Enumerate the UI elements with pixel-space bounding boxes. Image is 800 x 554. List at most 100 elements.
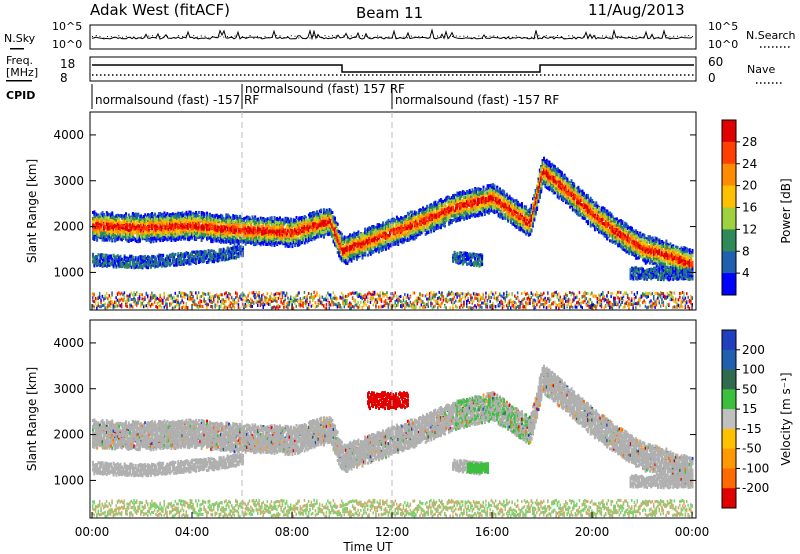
- nsearch-point: [527, 37, 528, 38]
- nsearch-point: [441, 37, 442, 38]
- power-echo: [129, 306, 131, 309]
- nave-tick-bottom: 0: [708, 71, 716, 85]
- power-echo: [115, 300, 117, 303]
- nsearch-point: [178, 35, 179, 36]
- nsearch-point: [583, 36, 584, 37]
- power-echo: [118, 291, 120, 294]
- nsearch-point: [328, 36, 329, 37]
- nsearch-point: [407, 37, 408, 38]
- nsearch-point: [422, 36, 423, 37]
- nsearch-point: [261, 37, 262, 38]
- nsearch-point: [617, 38, 618, 39]
- nsearch-point: [568, 35, 569, 36]
- power-echo: [125, 300, 127, 303]
- freq-tick-top: 18: [60, 57, 75, 71]
- nsearch-point: [463, 36, 464, 37]
- power-echo: [113, 304, 115, 307]
- power-echo: [109, 301, 111, 304]
- noise-tick-bottom-right: 10^0: [708, 38, 738, 51]
- nsearch-point: [336, 35, 337, 36]
- power-echo: [128, 295, 130, 298]
- nsearch-point: [343, 35, 344, 36]
- power-echo: [102, 304, 104, 307]
- power-echo-scatter: [92, 157, 694, 310]
- nsearch-point: [182, 36, 183, 37]
- nsearch-point: [501, 38, 502, 39]
- power-echo: [109, 294, 111, 297]
- power-echo: [121, 303, 123, 306]
- nsearch-point: [298, 38, 299, 39]
- nsearch-point: [516, 35, 517, 36]
- power-echo: [104, 306, 106, 309]
- power-echo: [93, 300, 95, 303]
- power-echo: [106, 296, 108, 299]
- nsearch-point: [595, 36, 596, 37]
- nsearch-point: [216, 37, 217, 38]
- nsearch-point: [137, 38, 138, 39]
- nsearch-point: [531, 37, 532, 38]
- power-echo: [99, 305, 101, 308]
- nsearch-point: [208, 37, 209, 38]
- nsearch-point: [392, 37, 393, 38]
- nsearch-point: [643, 37, 644, 38]
- nsearch-point: [437, 36, 438, 37]
- nsearch-point: [92, 36, 93, 37]
- power-echo: [124, 291, 126, 294]
- power-echo: [96, 307, 98, 310]
- nsearch-point: [493, 35, 494, 36]
- nsearch-point: [490, 36, 491, 37]
- nsearch-point: [340, 37, 341, 38]
- nsearch-point: [126, 36, 127, 37]
- power-echo: [121, 298, 123, 301]
- nsearch-point: [351, 35, 352, 36]
- noise-tick-bottom-left: 10^0: [52, 38, 82, 51]
- power-echo: [92, 292, 94, 295]
- nsearch-point: [670, 36, 671, 37]
- nsearch-point: [283, 38, 284, 39]
- nsearch-point: [272, 37, 273, 38]
- nsearch-point: [677, 36, 678, 37]
- power-echo: [126, 302, 128, 305]
- radar-summary-plot: Adak West (fitACF) Beam 11 11/Aug/2013 N…: [0, 0, 800, 554]
- nsearch-point: [606, 36, 607, 37]
- nsearch-point: [565, 38, 566, 39]
- nsearch-point: [160, 36, 161, 37]
- nsearch-point: [542, 37, 543, 38]
- nsearch-point: [141, 37, 142, 38]
- nsearch-point: [268, 37, 269, 38]
- nsearch-point: [201, 35, 202, 36]
- power-echo: [117, 299, 119, 302]
- power-echo: [129, 293, 131, 296]
- noise-tick-top-left: 10^5: [52, 20, 82, 33]
- nsearch-point: [373, 38, 374, 39]
- nsearch-point: [313, 35, 314, 36]
- nsearch-point: [167, 36, 168, 37]
- power-echo: [98, 302, 100, 305]
- nsearch-point: [355, 36, 356, 37]
- nsearch-point: [388, 37, 389, 38]
- nsearch-point: [100, 36, 101, 37]
- power-echo: [103, 304, 105, 307]
- power-echo: [114, 305, 116, 308]
- power-echo: [118, 304, 120, 307]
- nsearch-point: [610, 37, 611, 38]
- nsearch-point: [400, 37, 401, 38]
- nsearch-point: [103, 38, 104, 39]
- power-echo: [98, 297, 100, 300]
- power-echo: [126, 305, 128, 308]
- power-echo: [124, 295, 126, 298]
- nsearch-point: [212, 36, 213, 37]
- nsearch-point: [448, 38, 449, 39]
- nsearch-point: [377, 36, 378, 37]
- nsearch-point: [662, 36, 663, 37]
- nsearch-point: [118, 35, 119, 36]
- power-echo: [104, 295, 106, 298]
- nsearch-point: [692, 36, 693, 37]
- nsearch-point: [332, 35, 333, 36]
- power-echo: [99, 296, 101, 299]
- nsearch-point: [370, 37, 371, 38]
- nsearch-point: [280, 35, 281, 36]
- power-echo: [93, 305, 95, 308]
- power-echo: [106, 292, 108, 295]
- power-echo: [92, 299, 94, 302]
